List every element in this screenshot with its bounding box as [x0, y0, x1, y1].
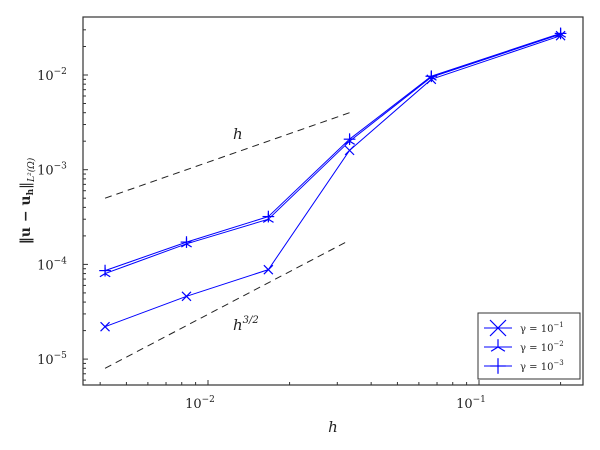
series-line-0 — [104, 35, 561, 328]
series-line-1 — [104, 33, 561, 275]
data-point-marker — [344, 145, 355, 156]
reference-line-1 — [104, 239, 350, 369]
annotation-h-three-halves: h3/2 — [233, 315, 259, 334]
annotation-h: h — [233, 125, 243, 143]
y-tick-label: 10−5 — [37, 351, 67, 368]
data-point-marker — [262, 210, 275, 223]
x-tick-label: 10−1 — [456, 395, 486, 412]
y-tick-label: 10−4 — [37, 256, 67, 273]
y-axis-label: ‖u − uh‖L²(Ω) — [18, 157, 37, 244]
legend: γ = 10−1 γ = 10−2 γ = 10−3 — [477, 312, 581, 380]
tick-labels: 10−2 10−1 10−5 10−4 10−3 10−2 — [37, 67, 486, 412]
x-axis-label: h — [328, 418, 338, 436]
data-point-marker — [263, 264, 274, 275]
data-point-marker — [180, 236, 193, 248]
data-series — [99, 27, 567, 332]
reference-lines — [104, 112, 350, 369]
data-point-marker — [99, 264, 111, 277]
plot-frame — [82, 16, 584, 386]
legend-label-2: γ = 10−3 — [520, 359, 564, 373]
y-tick-label: 10−3 — [37, 162, 67, 179]
legend-label-1: γ = 10−2 — [520, 340, 564, 354]
data-point-marker — [343, 133, 356, 146]
data-point-marker — [100, 321, 110, 332]
legend-label-0: γ = 10−1 — [520, 321, 564, 335]
data-point-marker — [181, 291, 192, 302]
svg-text:‖u − uh‖L²(Ω): ‖u − uh‖L²(Ω) — [18, 157, 37, 244]
data-point-marker — [425, 70, 438, 83]
y-tick-label: 10−2 — [37, 67, 67, 84]
data-point-marker — [554, 27, 567, 40]
series-line-2 — [104, 32, 561, 272]
x-tick-label: 10−2 — [185, 395, 215, 412]
